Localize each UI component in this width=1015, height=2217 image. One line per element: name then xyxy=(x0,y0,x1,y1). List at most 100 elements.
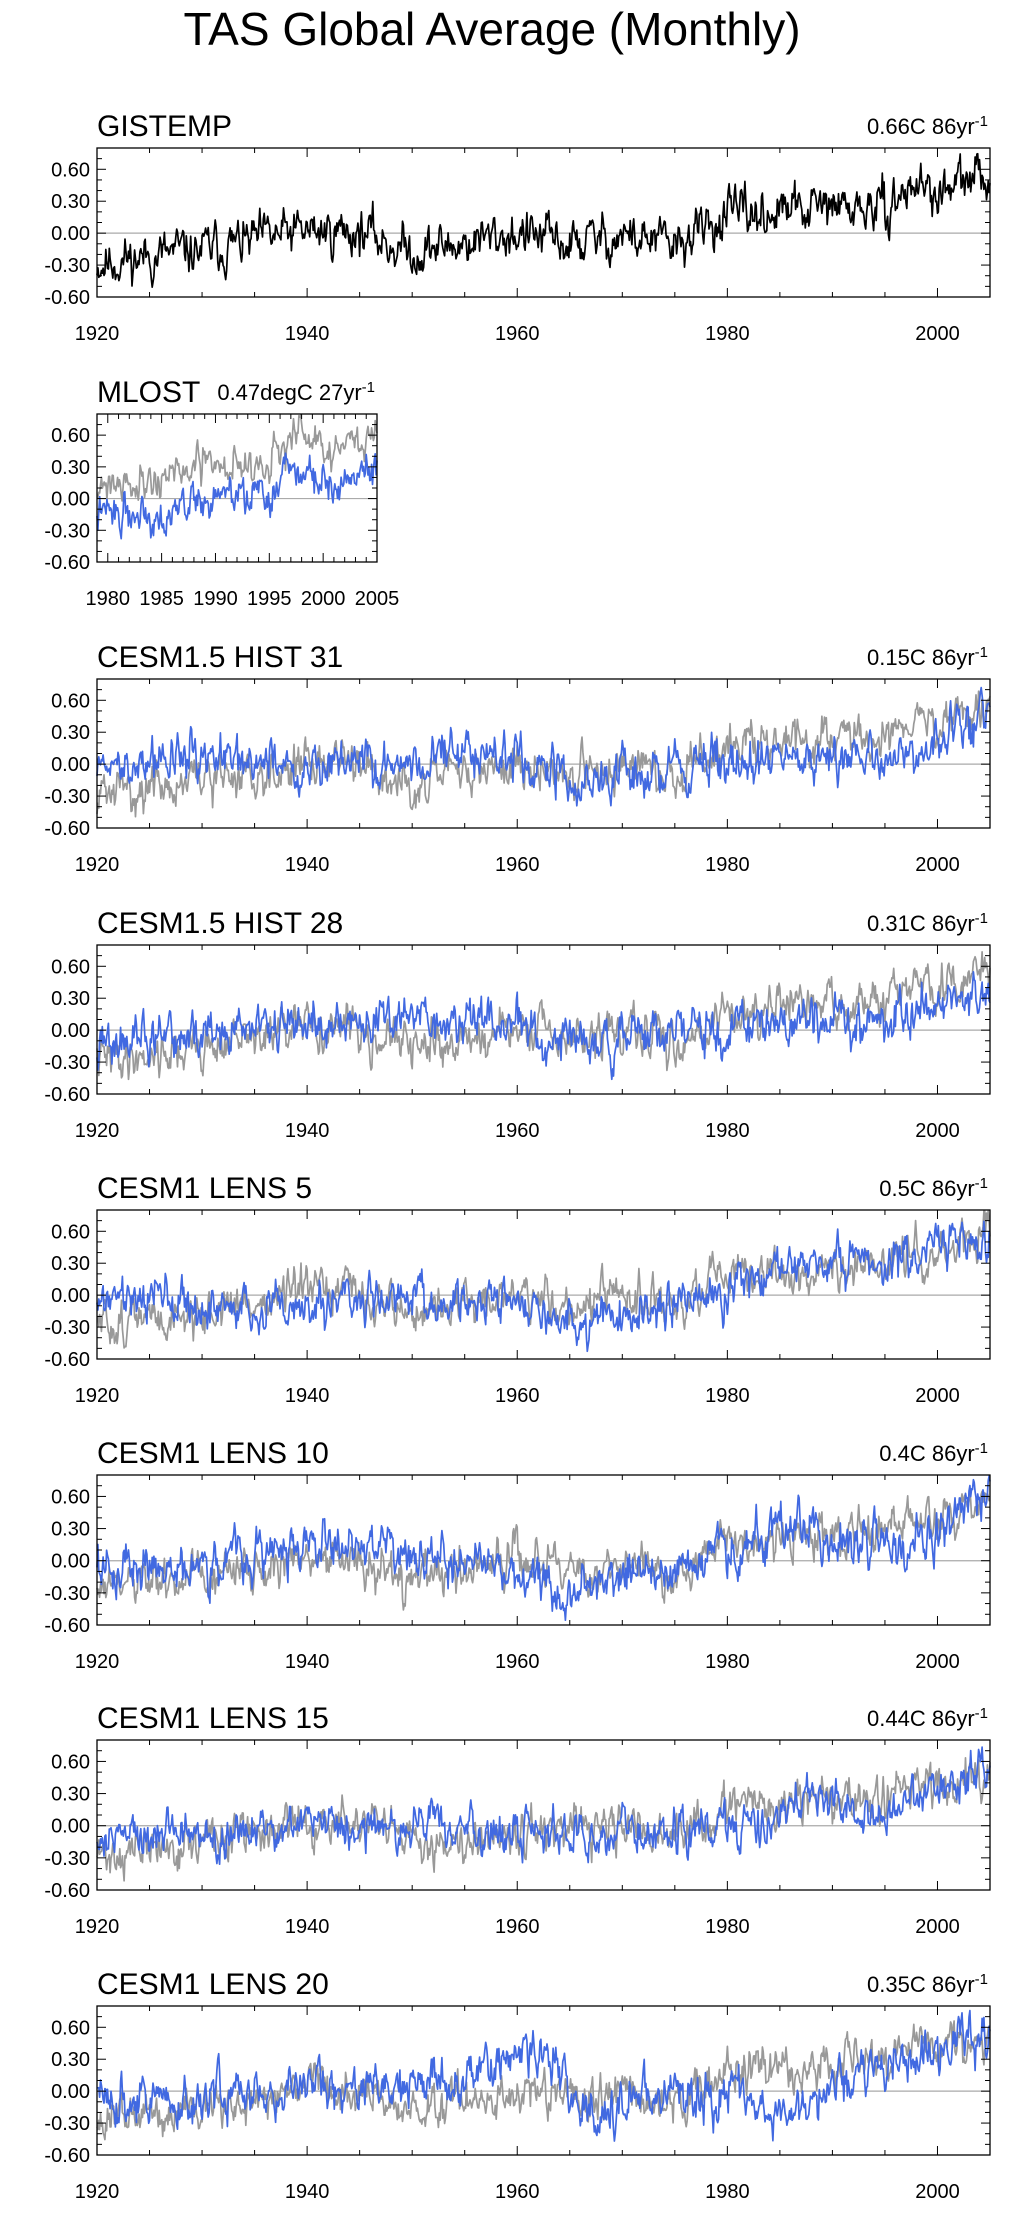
series-line xyxy=(96,1489,991,1611)
x-tick-label: 1920 xyxy=(75,854,120,876)
x-tick-label: 1920 xyxy=(75,1651,120,1673)
series-line xyxy=(96,951,991,1081)
trend-label: 0.66C 86yr-1 xyxy=(867,113,988,140)
x-tick-label: 2000 xyxy=(915,854,960,876)
panel-title: GISTEMP xyxy=(97,110,232,143)
y-tick-label: -0.30 xyxy=(44,2113,90,2135)
series-line xyxy=(96,970,991,1081)
x-tick-label: 1960 xyxy=(495,323,540,345)
x-tick-label: 1990 xyxy=(193,588,238,610)
y-tick-label: -0.30 xyxy=(44,1317,90,1339)
panel-title: CESM1 LENS 20 xyxy=(97,1968,329,2001)
y-tick-label: -0.60 xyxy=(44,1084,90,1106)
y-tick-label: 0.60 xyxy=(51,2017,90,2039)
y-tick-label: 0.60 xyxy=(51,1486,90,1508)
x-tick-label: 1980 xyxy=(705,1916,750,1938)
trend-label: 0.4C 86yr-1 xyxy=(879,1440,988,1467)
y-tick-label: -0.60 xyxy=(44,1880,90,1902)
series-line xyxy=(96,686,991,807)
x-tick-label: 2000 xyxy=(915,1651,960,1673)
x-tick-label: 1960 xyxy=(495,2181,540,2203)
x-tick-label: 1960 xyxy=(495,854,540,876)
panel-title: CESM1 LENS 15 xyxy=(97,1702,329,1735)
y-tick-label: -0.30 xyxy=(44,520,90,542)
series-line xyxy=(96,1475,991,1622)
series-line xyxy=(96,1210,991,1349)
chart-panel: MLOST 0.47degC 27yr-1 0.60 0.30 0.00 -0.30 -0.… xyxy=(44,376,399,610)
x-tick-label: 1995 xyxy=(247,588,292,610)
plot-frame xyxy=(96,1209,991,1360)
x-tick-label: 1960 xyxy=(495,1385,540,1407)
y-tick-label: -0.60 xyxy=(44,2145,90,2167)
y-tick-label: -0.30 xyxy=(44,255,90,277)
series-line xyxy=(96,2020,991,2141)
y-tick-label: 0.30 xyxy=(51,722,90,744)
panel-title: CESM1 LENS 10 xyxy=(97,1437,329,1470)
y-tick-label: 0.00 xyxy=(51,1020,90,1042)
chart-panel: CESM1 LENS 20 0.35C 86yr-1 0.60 0.30 0.00 -0.… xyxy=(44,1968,991,2203)
y-tick-label: 0.00 xyxy=(51,1551,90,1573)
y-tick-label: -0.30 xyxy=(44,786,90,808)
x-tick-label: 1980 xyxy=(705,1120,750,1142)
x-tick-label: 2005 xyxy=(355,588,400,610)
x-tick-label: 1940 xyxy=(285,1385,330,1407)
series-line xyxy=(96,414,378,502)
trend-label: 0.47degC 27yr-1 xyxy=(217,379,375,406)
chart-panel: CESM1.5 HIST 31 0.15C 86yr-1 0.60 0.30 0.00 -… xyxy=(44,641,991,876)
x-tick-label: 1960 xyxy=(495,1120,540,1142)
y-tick-label: 0.60 xyxy=(51,690,90,712)
y-tick-label: -0.60 xyxy=(44,287,90,309)
panel-title: MLOST xyxy=(97,376,200,409)
y-tick-label: 0.60 xyxy=(51,956,90,978)
page-title: TAS Global Average (Monthly) xyxy=(183,3,800,55)
series-line xyxy=(96,452,378,540)
x-tick-label: 1940 xyxy=(285,2181,330,2203)
series-line xyxy=(96,152,991,288)
y-tick-label: -0.30 xyxy=(44,1052,90,1074)
plot-frame xyxy=(96,1739,991,1891)
y-tick-label: 0.30 xyxy=(51,457,90,479)
y-tick-label: 0.30 xyxy=(51,2049,90,2071)
y-tick-label: 0.30 xyxy=(51,1519,90,1541)
chart-panel: CESM1 LENS 15 0.44C 86yr-1 0.60 0.30 0.00 -0.… xyxy=(44,1702,991,1938)
chart-panel: CESM1 LENS 5 0.5C 86yr-1 0.60 0.30 0.00 -0.30… xyxy=(44,1172,991,1407)
y-tick-label: 0.60 xyxy=(51,159,90,181)
x-tick-label: 2000 xyxy=(915,1916,960,1938)
y-tick-label: 0.00 xyxy=(51,489,90,511)
trend-label: 0.15C 86yr-1 xyxy=(867,644,988,671)
y-tick-label: 0.30 xyxy=(51,191,90,213)
x-tick-label: 1920 xyxy=(75,1120,120,1142)
y-tick-label: -0.30 xyxy=(44,1848,90,1870)
x-tick-label: 1980 xyxy=(705,854,750,876)
x-tick-label: 1980 xyxy=(86,588,131,610)
y-tick-label: 0.60 xyxy=(51,425,90,447)
y-tick-label: -0.60 xyxy=(44,1615,90,1637)
panel-title: CESM1 LENS 5 xyxy=(97,1172,312,1205)
trend-label: 0.31C 86yr-1 xyxy=(867,910,988,937)
y-tick-label: -0.30 xyxy=(44,1583,90,1605)
y-tick-label: 0.00 xyxy=(51,1285,90,1307)
y-tick-label: 0.60 xyxy=(51,1221,90,1243)
series-line xyxy=(96,1746,991,1866)
x-tick-label: 2000 xyxy=(915,323,960,345)
y-tick-label: -0.60 xyxy=(44,818,90,840)
plot-frame xyxy=(96,147,991,298)
panel-title: CESM1.5 HIST 28 xyxy=(97,907,343,940)
x-tick-label: 1980 xyxy=(705,1651,750,1673)
x-tick-label: 1920 xyxy=(75,2181,120,2203)
y-tick-label: 0.00 xyxy=(51,223,90,245)
x-tick-label: 1920 xyxy=(75,1916,120,1938)
x-tick-label: 1920 xyxy=(75,323,120,345)
series-line xyxy=(96,690,991,818)
y-tick-label: 0.30 xyxy=(51,988,90,1010)
x-tick-label: 1980 xyxy=(705,1385,750,1407)
y-tick-label: 0.30 xyxy=(51,1784,90,1806)
chart-panel: GISTEMP 0.66C 86yr-1 0.60 0.30 0.00 -0.30 -0.6… xyxy=(44,110,991,345)
x-tick-label: 2000 xyxy=(915,1120,960,1142)
y-tick-label: 0.00 xyxy=(51,1816,90,1838)
x-tick-label: 1920 xyxy=(75,1385,120,1407)
x-tick-label: 1940 xyxy=(285,323,330,345)
x-tick-label: 1940 xyxy=(285,854,330,876)
series-line xyxy=(97,2009,991,2142)
